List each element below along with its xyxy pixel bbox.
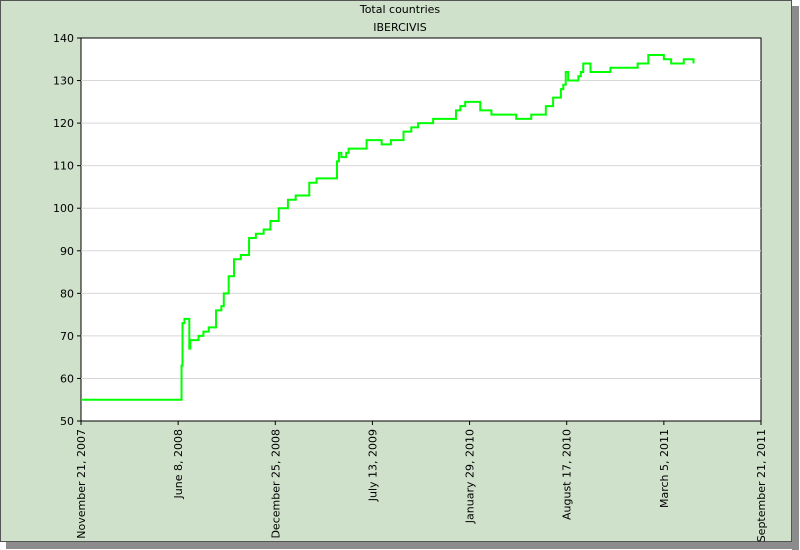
y-tick-label: 100 [53,202,74,215]
x-tick-label: June 8, 2008 [172,429,185,499]
x-tick-label: January 29, 2010 [464,429,477,524]
chart-title: Total countries [359,3,441,16]
y-tick-label: 60 [60,372,74,385]
frame-shadow-right [792,6,799,550]
x-tick-label: March 5, 2011 [658,429,671,508]
y-tick-label: 80 [60,287,74,300]
plot-area [80,37,762,422]
x-tick-label: December 25, 2008 [269,429,282,539]
y-tick-label: 120 [53,117,74,130]
y-tick-label: 110 [53,160,74,173]
x-axis: November 21, 2007 June 8, 2008 December 25… [75,421,768,542]
x-tick-label: July 13, 2009 [366,429,379,502]
x-tick-label: November 21, 2007 [75,429,88,539]
grid-lines [81,80,761,379]
y-tick-label: 70 [60,330,74,343]
y-axis: 50 60 70 80 90 100 110 120 130 140 [53,32,81,428]
frame-shadow-bottom [6,542,799,549]
y-tick-label: 90 [60,245,74,258]
series-line [81,54,695,401]
y-tick-label: 130 [53,75,74,88]
x-tick-label: September 21, 2011 [755,429,768,542]
chart-subtitle: IBERCIVIS [373,21,427,34]
x-tick-label: August 17, 2010 [561,429,574,520]
y-tick-label: 50 [60,415,74,428]
series-group [81,54,695,401]
y-tick-label: 140 [53,32,74,45]
